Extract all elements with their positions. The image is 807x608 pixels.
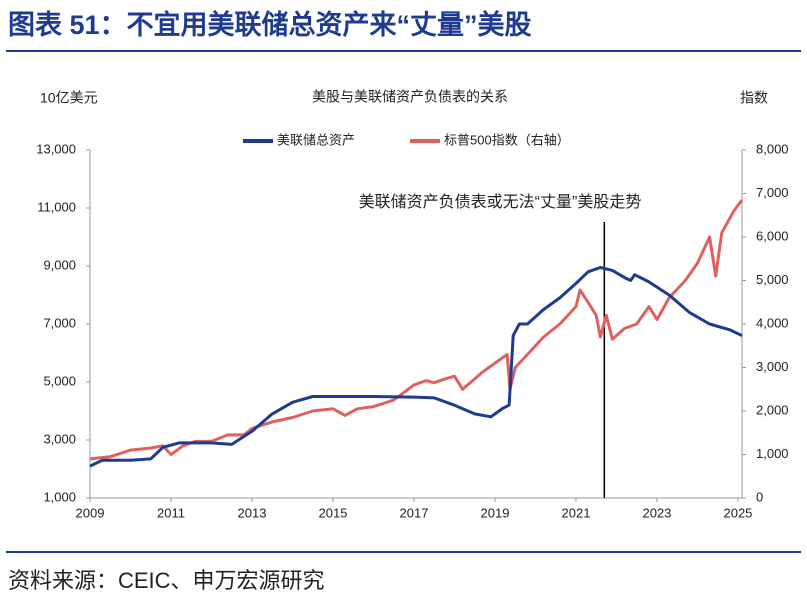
y-axis-label: 10亿美元 xyxy=(40,90,98,106)
y2-tick-label: 6,000 xyxy=(756,228,789,243)
header-title: 图表 51：不宜用美联储总资产来“丈量”美股 xyxy=(8,9,532,40)
y2-tick-label: 0 xyxy=(756,489,763,504)
x-tick-label: 2023 xyxy=(642,505,671,520)
x-tick-label: 2025 xyxy=(723,505,752,520)
chart-title: 美股与美联储资产负债表的关系 xyxy=(312,89,508,105)
x-tick-label: 2009 xyxy=(76,505,105,520)
y-tick-label: 13,000 xyxy=(36,141,76,156)
x-tick-label: 2013 xyxy=(238,505,267,520)
y2-tick-label: 1,000 xyxy=(756,446,789,461)
y-tick-label: 1,000 xyxy=(43,489,76,504)
y-tick-label: 9,000 xyxy=(43,257,76,272)
y2-tick-label: 3,000 xyxy=(756,359,789,374)
y2-tick-label: 5,000 xyxy=(756,272,789,287)
x-tick-label: 2021 xyxy=(562,505,591,520)
y-tick-label: 5,000 xyxy=(43,373,76,388)
x-tick-label: 2017 xyxy=(400,505,429,520)
series-line xyxy=(89,199,744,461)
y2-tick-label: 2,000 xyxy=(756,402,789,417)
annotation-text: 美联储资产负债表或无法“丈量”美股走势 xyxy=(359,193,642,211)
y-tick-label: 7,000 xyxy=(43,315,76,330)
y2-tick-label: 8,000 xyxy=(756,141,789,156)
footer-source: 资料来源：CEIC、申万宏源研究 xyxy=(8,568,325,593)
y2-tick-label: 7,000 xyxy=(756,185,789,200)
x-tick-label: 2015 xyxy=(319,505,348,520)
y2-axis-label: 指数 xyxy=(740,90,768,106)
legend-label: 标普500指数（右轴） xyxy=(444,132,570,147)
y-tick-label: 3,000 xyxy=(43,431,76,446)
series-line xyxy=(89,266,743,468)
x-tick-label: 2011 xyxy=(157,505,185,520)
x-tick-label: 2019 xyxy=(481,505,510,520)
y-tick-label: 11,000 xyxy=(37,199,76,214)
y2-tick-label: 4,000 xyxy=(756,315,789,330)
legend-label: 美联储总资产 xyxy=(277,132,355,147)
